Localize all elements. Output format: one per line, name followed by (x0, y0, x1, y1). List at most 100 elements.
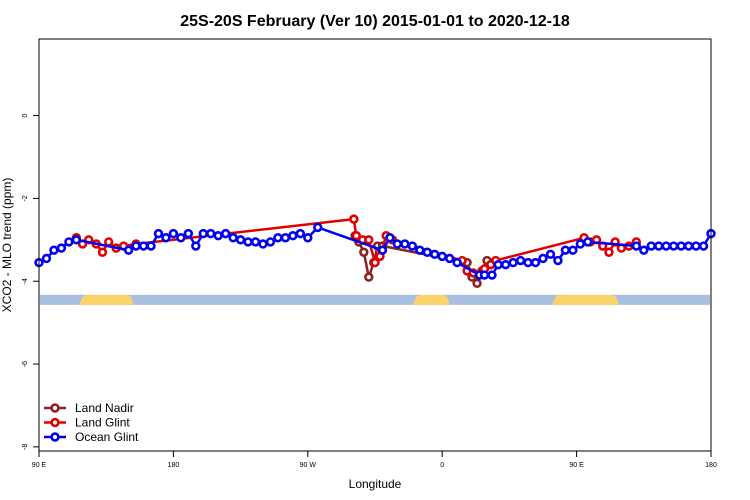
data-point-2-15 (191, 241, 201, 251)
data-point-2-45 (487, 270, 497, 280)
data-point-2-25 (265, 237, 276, 247)
y-tick-label-1: -2 (22, 195, 29, 201)
data-point-2-28 (288, 230, 298, 241)
data-point-2-42 (452, 257, 462, 268)
data-point-1-5 (103, 237, 114, 247)
y-tick-label-0: 0 (22, 114, 29, 118)
data-point-2-41 (444, 253, 455, 264)
legend-label-0: Land Nadir (75, 401, 134, 415)
data-point-2-31 (313, 222, 323, 233)
data-point-2-51 (530, 257, 541, 268)
data-point-2-3 (56, 243, 67, 253)
x-axis-label: Longitude (349, 477, 402, 491)
data-point-2-35 (400, 239, 410, 249)
data-point-2-64 (668, 241, 679, 251)
legend-marker-2 (50, 432, 60, 442)
data-point-2-4 (64, 237, 74, 247)
data-point-2-8 (138, 241, 149, 251)
data-point-2-66 (683, 241, 694, 251)
data-point-2-55 (560, 245, 571, 255)
data-point-2-63 (661, 241, 671, 251)
y-tick-label-4: -8 (22, 444, 29, 450)
data-point-2-62 (654, 241, 664, 251)
data-point-2-49 (515, 255, 526, 266)
data-point-1-12 (364, 235, 374, 245)
data-point-2-12 (168, 228, 179, 239)
x-tick-label-1: 180 (168, 462, 180, 469)
data-point-2-21 (235, 235, 246, 245)
legend-label-2: Ocean Glint (75, 430, 139, 444)
data-point-2-6 (123, 245, 134, 255)
series-line-1 (75, 217, 637, 277)
data-point-2-53 (545, 249, 556, 260)
data-point-2-19 (220, 228, 231, 239)
land-segment-2 (551, 294, 619, 305)
data-point-2-16 (198, 228, 208, 239)
data-point-2-5 (71, 235, 82, 245)
data-point-2-34 (392, 239, 403, 249)
data-point-1-10 (351, 230, 362, 241)
data-point-2-14 (183, 228, 194, 239)
data-point-2-40 (437, 251, 447, 262)
data-point-2-37 (415, 245, 425, 255)
y-tick-label-3: -6 (22, 361, 29, 367)
data-point-2-36 (407, 241, 418, 251)
series-ocean-glint (34, 222, 716, 280)
data-point-2-61 (646, 241, 656, 251)
data-point-2-57 (575, 239, 586, 249)
series-land-glint (71, 214, 642, 280)
data-point-2-54 (553, 255, 563, 266)
data-point-1-13 (370, 257, 380, 268)
x-tick-label-0: 90 E (32, 462, 47, 469)
data-point-2-22 (243, 237, 253, 247)
data-point-2-58 (583, 237, 593, 247)
data-point-2-13 (176, 233, 186, 243)
data-point-2-7 (131, 241, 141, 251)
legend-label-1: Land Glint (75, 416, 130, 430)
data-point-2-10 (153, 228, 164, 239)
data-point-2-30 (303, 233, 313, 243)
data-point-2-32 (377, 245, 388, 255)
data-point-1-9 (349, 214, 359, 224)
data-point-2-48 (508, 257, 518, 268)
data-point-1-4 (97, 247, 108, 257)
land-segment-1 (412, 294, 450, 305)
x-tick-label-2: 90 W (300, 462, 317, 469)
data-point-2-26 (273, 233, 283, 243)
x-tick-label-5: 180 (705, 462, 717, 469)
data-point-2-1 (41, 253, 52, 264)
data-point-2-60 (639, 245, 649, 255)
plot-frame (38, 38, 712, 452)
data-point-2-65 (676, 241, 686, 251)
legend-marker-1 (50, 417, 60, 428)
ocean-strip (40, 294, 710, 305)
data-point-2-33 (385, 233, 395, 243)
y-axis-label: XCO2 - MLO trend (ppm) (0, 178, 14, 313)
data-point-2-59 (631, 241, 642, 251)
y-tick-label-2: -4 (22, 278, 29, 284)
data-point-2-29 (295, 228, 306, 239)
legend-marker-0 (50, 403, 60, 413)
data-point-2-38 (422, 247, 432, 257)
chart-title: 25S-20S February (Ver 10) 2015-01-01 to … (180, 13, 570, 30)
data-point-2-50 (523, 257, 533, 268)
land-ocean-mask (40, 294, 710, 305)
x-tick-label-4: 90 E (569, 462, 584, 469)
data-point-2-27 (280, 233, 291, 243)
data-point-2-67 (691, 241, 701, 251)
data-point-2-17 (206, 228, 216, 239)
data-point-2-24 (258, 239, 268, 249)
series-layer (34, 214, 716, 289)
data-point-2-68 (698, 241, 709, 251)
data-point-2-52 (538, 253, 548, 264)
data-point-2-44 (479, 270, 490, 280)
data-point-0-9 (472, 278, 482, 289)
data-point-2-2 (49, 245, 59, 255)
data-point-2-47 (500, 259, 511, 270)
axes: 90 E 180 90 W 0 90 E 180 0 -2 -4 -6 -8 (22, 114, 717, 469)
data-point-2-18 (213, 230, 223, 241)
data-point-2-23 (250, 237, 261, 247)
x-tick-label-3: 0 (440, 462, 444, 469)
